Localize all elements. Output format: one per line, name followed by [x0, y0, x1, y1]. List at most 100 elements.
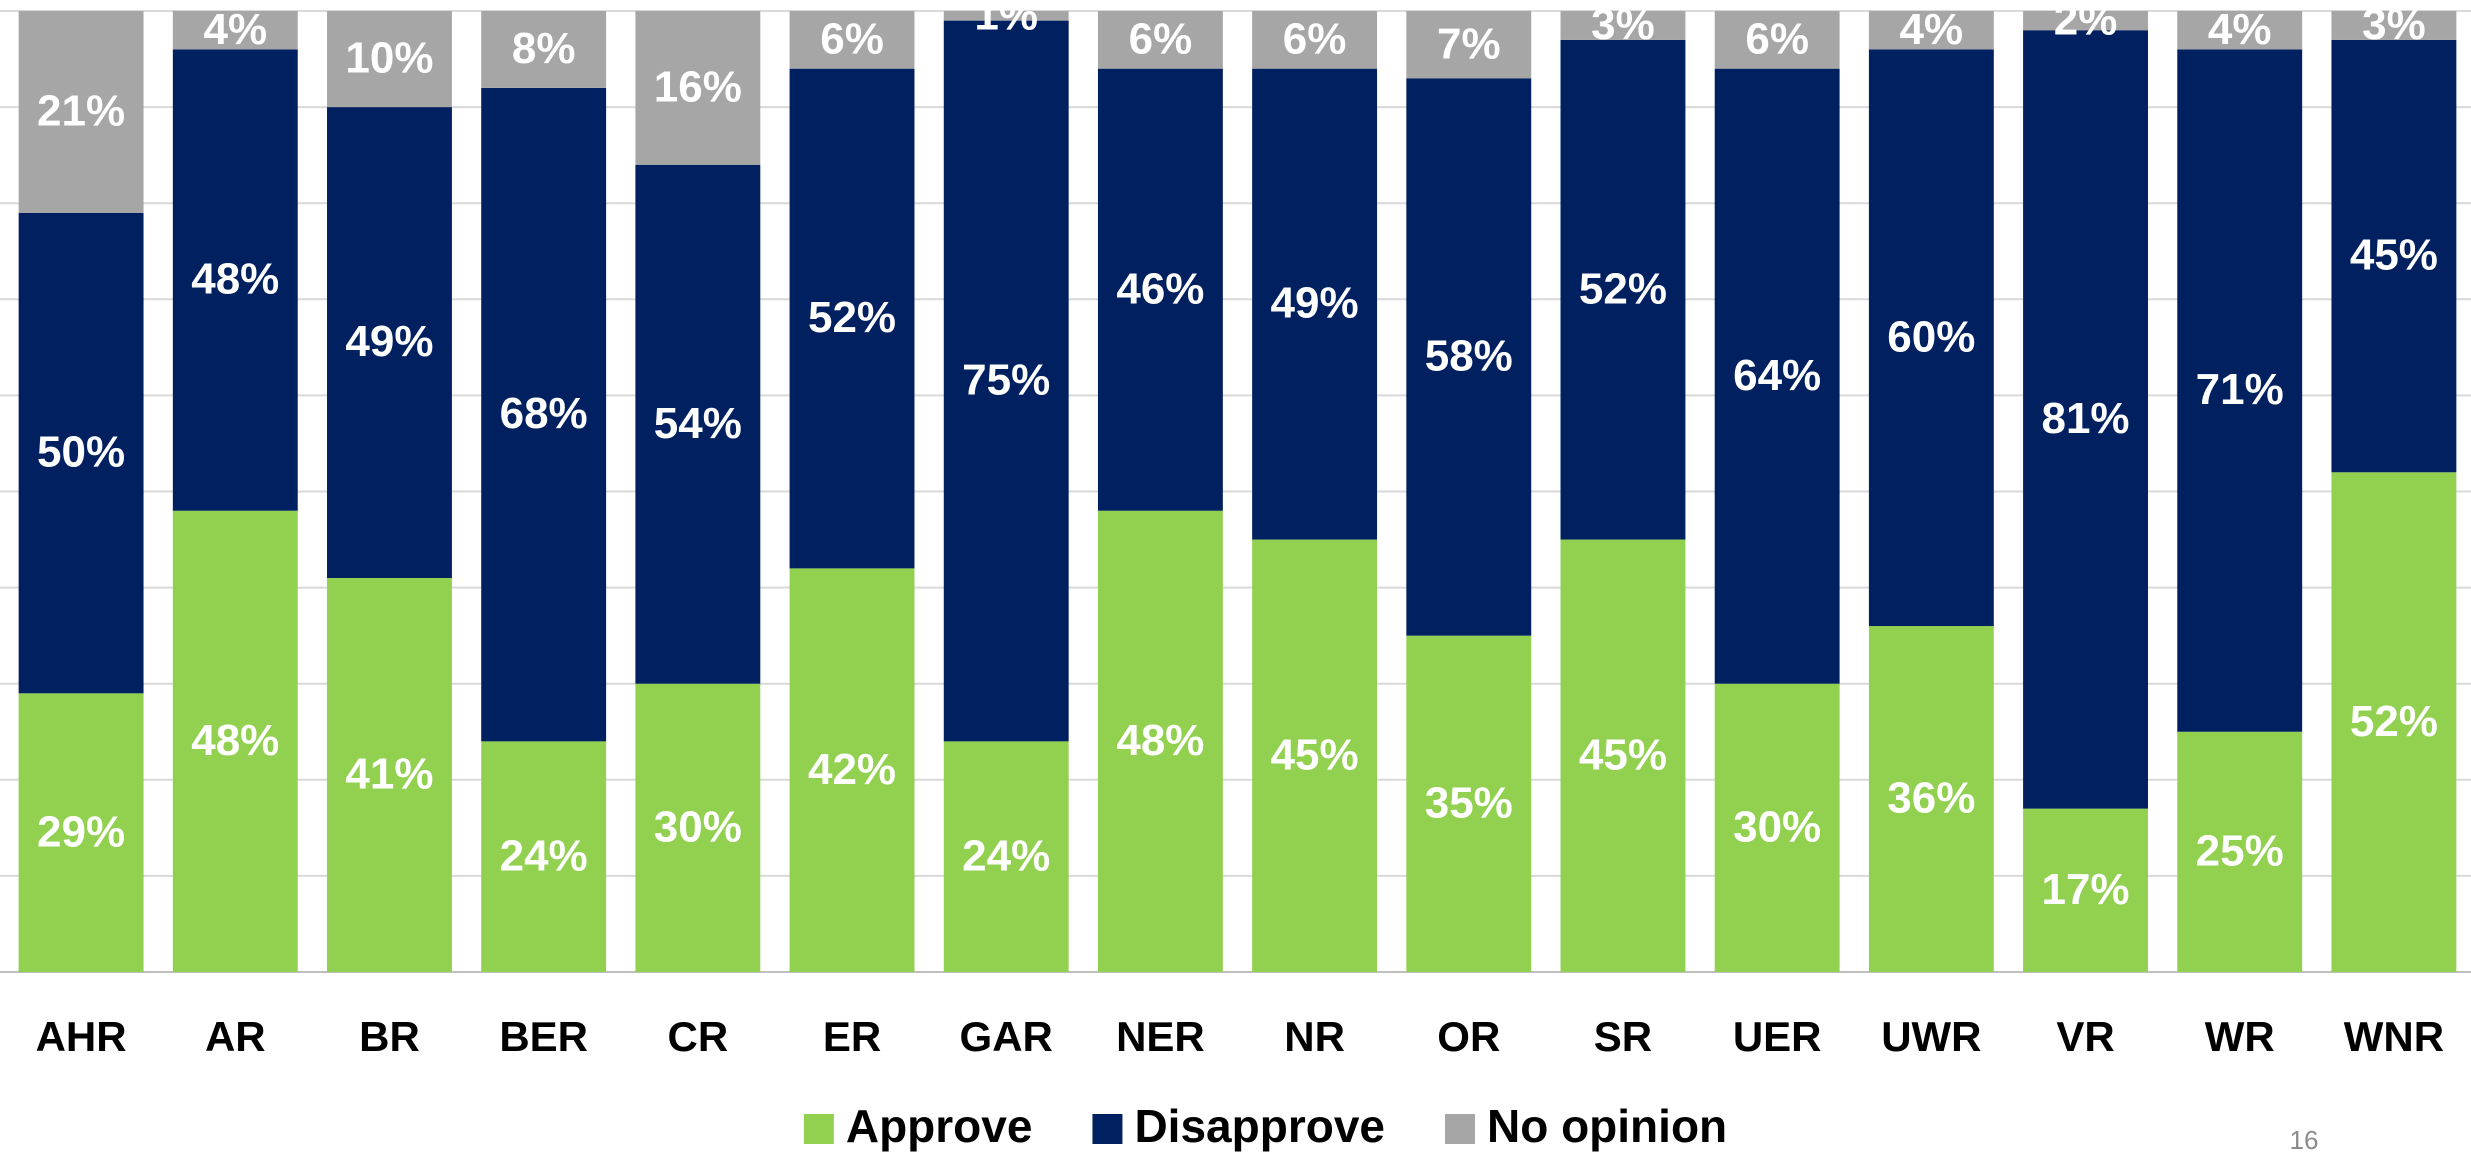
- bar-segment: [1868, 11, 1994, 50]
- bar-segment: [2331, 472, 2457, 972]
- data-label: 6%: [1283, 14, 1347, 63]
- bar-segment: [327, 107, 452, 578]
- bar-segment: [481, 87, 607, 742]
- x-tick-label: UWR: [1881, 1013, 1981, 1060]
- data-label: 46%: [1116, 264, 1204, 313]
- data-label: 24%: [962, 831, 1050, 880]
- data-label: 52%: [808, 293, 896, 342]
- bar-segment: [327, 577, 452, 972]
- data-label: 7%: [1437, 19, 1501, 68]
- data-label: 4%: [1900, 5, 1964, 54]
- data-label: 45%: [1271, 730, 1359, 779]
- legend-swatch: [1092, 1114, 1123, 1144]
- bar-segment: [2023, 11, 2148, 31]
- data-label: 17%: [2041, 865, 2129, 914]
- bar-segment: [943, 741, 1069, 972]
- bar-segment: [1714, 68, 1840, 684]
- bar-segment: [172, 510, 298, 972]
- x-tick-label: SR: [1594, 1013, 1652, 1060]
- bar-segment: [1252, 68, 1378, 540]
- bar-segment: [2177, 11, 2303, 50]
- data-label: 49%: [345, 317, 433, 366]
- bar-segment: [2177, 49, 2303, 732]
- bar-segment: [172, 11, 298, 50]
- bar-segment: [1252, 11, 1378, 69]
- data-label: 58%: [1425, 332, 1513, 381]
- x-tick-label: UER: [1733, 1013, 1822, 1060]
- bar-segment: [1560, 539, 1686, 972]
- bar-segment: [2023, 30, 2148, 809]
- data-label: 49%: [1271, 279, 1359, 328]
- bar-segment: [2331, 11, 2457, 40]
- bar-segment: [1097, 68, 1223, 511]
- data-label: 3%: [2362, 0, 2426, 49]
- x-tick-label: GAR: [960, 1013, 1053, 1060]
- bar-segment: [18, 693, 144, 972]
- bar-segment: [1560, 39, 1686, 540]
- data-label: 48%: [1116, 716, 1204, 765]
- data-label: 3%: [1591, 0, 1655, 49]
- legend-label: Disapprove: [1134, 1100, 1385, 1152]
- bar-segment: [1097, 11, 1223, 69]
- data-label: 16%: [654, 63, 742, 112]
- x-tick-label: VR: [2056, 1013, 2114, 1060]
- bar-segment: [327, 11, 452, 108]
- data-label: 64%: [1733, 351, 1821, 400]
- bar-segment: [789, 68, 915, 569]
- data-label: 21%: [37, 87, 125, 136]
- data-label: 25%: [2196, 827, 2284, 876]
- data-label: 42%: [808, 745, 896, 794]
- bar-segment: [18, 11, 144, 213]
- bar-segment: [635, 11, 761, 165]
- data-label: 45%: [1579, 730, 1667, 779]
- bar-segment: [2177, 731, 2303, 972]
- bar-segment: [1868, 626, 1994, 972]
- bar-segment: [943, 20, 1069, 742]
- bar-segment: [172, 49, 298, 511]
- bar-segment: [1714, 11, 1840, 69]
- x-tick-label: BER: [499, 1013, 588, 1060]
- data-label: 35%: [1425, 778, 1513, 827]
- bar-segment: [18, 212, 144, 694]
- data-label: 8%: [512, 24, 576, 73]
- bar-segment: [1560, 11, 1686, 40]
- bar-segment: [1868, 49, 1994, 627]
- data-label: 6%: [820, 14, 884, 63]
- bar-segment: [2331, 39, 2457, 473]
- bar-segment: [635, 683, 761, 972]
- data-label: 1%: [974, 0, 1038, 39]
- x-tick-label: CR: [668, 1013, 729, 1060]
- x-tick-label: AHR: [36, 1013, 127, 1060]
- data-label: 30%: [1733, 802, 1821, 851]
- bar-segment: [789, 568, 915, 972]
- bar-segment: [1252, 539, 1378, 972]
- bar-segment: [943, 11, 1069, 21]
- data-label: 48%: [191, 255, 279, 304]
- bar-segment: [481, 741, 607, 972]
- legend-swatch: [1444, 1114, 1475, 1144]
- x-tick-label: BR: [359, 1013, 420, 1060]
- data-label: 60%: [1887, 312, 1975, 361]
- data-label: 50%: [37, 428, 125, 477]
- data-label: 48%: [191, 716, 279, 765]
- page-number: 16: [2290, 1125, 2319, 1154]
- x-tick-label: NER: [1116, 1013, 1205, 1060]
- data-label: 45%: [2350, 231, 2438, 280]
- data-label: 54%: [654, 399, 742, 448]
- x-tick-label: WR: [2205, 1013, 2275, 1060]
- data-label: 6%: [1129, 14, 1193, 63]
- data-label: 24%: [500, 831, 588, 880]
- data-label: 29%: [37, 807, 125, 856]
- x-tick-label: ER: [823, 1013, 881, 1060]
- data-label: 30%: [654, 802, 742, 851]
- data-label: 52%: [2350, 697, 2438, 746]
- data-label: 81%: [2041, 394, 2129, 443]
- data-label: 41%: [345, 750, 433, 799]
- bar-segment: [1406, 78, 1532, 636]
- legend-label: No opinion: [1487, 1100, 1727, 1152]
- bar-segment: [1406, 11, 1532, 79]
- data-label: 36%: [1887, 774, 1975, 823]
- x-tick-label: WNR: [2344, 1013, 2444, 1060]
- bar-segment: [481, 11, 607, 88]
